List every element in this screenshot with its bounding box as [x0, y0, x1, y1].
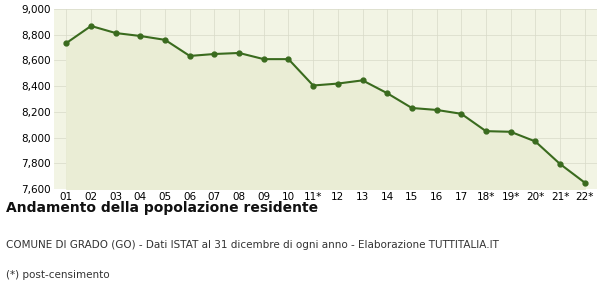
Text: Andamento della popolazione residente: Andamento della popolazione residente	[6, 201, 318, 215]
Text: COMUNE DI GRADO (GO) - Dati ISTAT al 31 dicembre di ogni anno - Elaborazione TUT: COMUNE DI GRADO (GO) - Dati ISTAT al 31 …	[6, 240, 499, 250]
Text: (*) post-censimento: (*) post-censimento	[6, 270, 110, 280]
